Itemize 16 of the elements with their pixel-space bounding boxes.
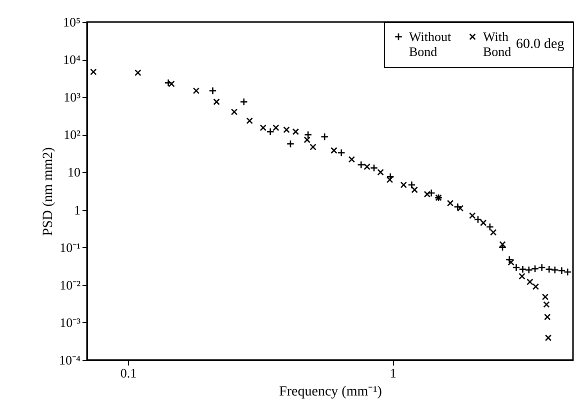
legend-title: 60.0 deg	[516, 37, 564, 52]
y-axis-title: PSD (nm mm2)	[40, 146, 56, 236]
y-tick-label: 10⁵	[62, 14, 80, 30]
y-tick-label: 10⁻³	[60, 314, 81, 330]
y-tick-label: 10	[68, 164, 80, 180]
y-tick-label: 10⁴	[62, 52, 81, 68]
legend-label: With Bond	[483, 28, 512, 59]
y-tick-label: 10⁻⁴	[58, 352, 81, 368]
x-axis-title: Frequency (mm⁻¹)	[279, 384, 382, 400]
x-tick-label: 0.1	[120, 366, 137, 380]
y-tick-label: 10³	[64, 90, 81, 105]
y-tick-label: 10²	[64, 127, 81, 142]
y-tick-label: 10⁻²	[60, 277, 81, 292]
legend-label: Without Bond	[409, 28, 452, 59]
y-tick-label: 10⁻¹	[60, 240, 81, 255]
y-tick-label: 1	[74, 202, 80, 218]
